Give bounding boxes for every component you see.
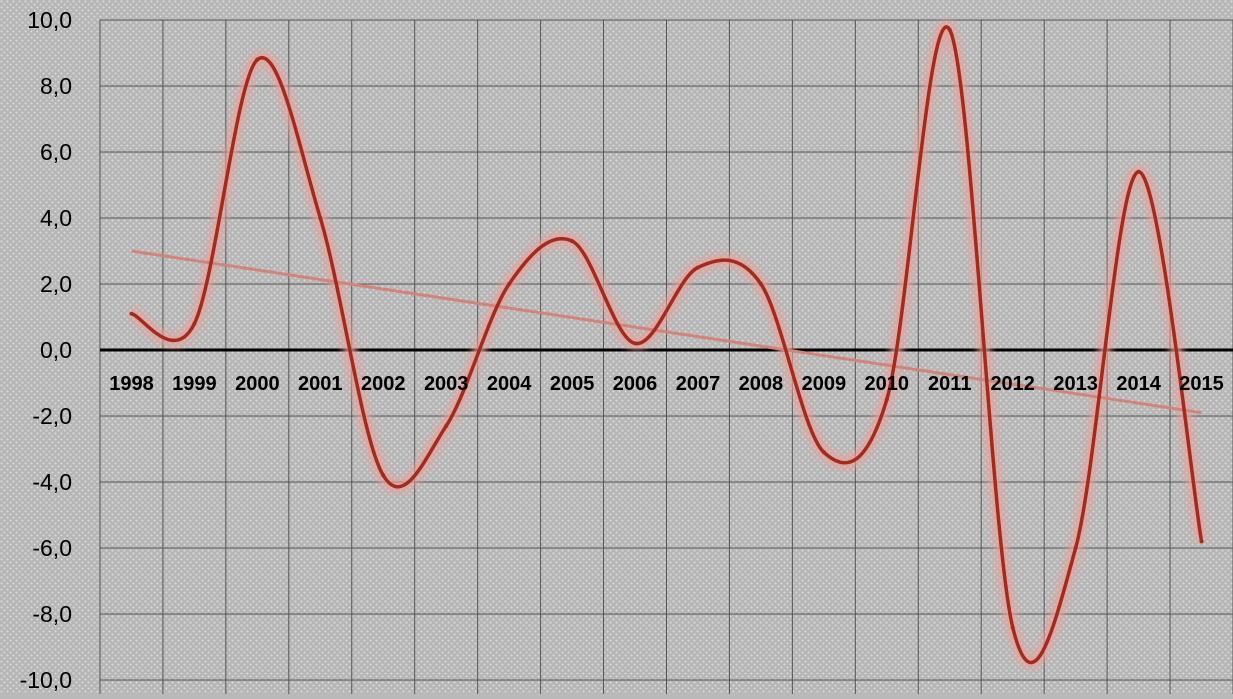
- data-point: [507, 282, 512, 286]
- data-point: [381, 473, 386, 478]
- x-tick-label: 2007: [676, 373, 721, 395]
- x-tick-label: 2011: [928, 373, 971, 395]
- x-tick-label: 2014: [1116, 373, 1161, 395]
- y-tick-label: -10,0: [20, 667, 72, 693]
- y-tick-label: 10,0: [27, 7, 72, 33]
- x-tick-label: 2003: [424, 373, 469, 395]
- data-points: [129, 27, 1204, 630]
- data-point: [821, 450, 826, 455]
- y-tick-label: 2,0: [40, 271, 72, 297]
- data-point: [192, 321, 197, 326]
- data-point: [633, 341, 638, 346]
- x-tick-label: 2010: [865, 373, 910, 395]
- data-point: [318, 216, 323, 220]
- x-axis-tick-labels: 1998 1999 2000 2001 2002 2003 2004 2005 2006 2007…: [109, 373, 1224, 395]
- data-point: [884, 397, 889, 402]
- x-tick-label: 2002: [361, 373, 406, 395]
- data-point: [695, 265, 700, 270]
- x-tick-label: 1999: [172, 373, 217, 395]
- x-tick-label: 2015: [1179, 373, 1224, 395]
- y-tick-label: 0,0: [40, 337, 72, 363]
- data-point: [129, 311, 134, 316]
- y-axis-tick-labels: 10,0 8,0 6,0 4,0 2,0 0,0 -2,0 -4,0 -6,0 -8,0 -10,0: [20, 7, 72, 693]
- x-tick-label: 2009: [802, 373, 847, 395]
- x-tick-label: 2013: [1053, 373, 1098, 395]
- data-point: [255, 57, 260, 62]
- x-tick-label: 2000: [235, 373, 280, 395]
- data-point: [947, 27, 952, 32]
- data-point: [1199, 539, 1204, 544]
- x-tick-label: 2004: [487, 373, 532, 395]
- x-tick-label: 2008: [739, 373, 784, 395]
- x-tick-label: 1998: [109, 373, 154, 395]
- trend-line: [131, 249, 1202, 415]
- y-tick-label: 4,0: [40, 205, 72, 231]
- x-tick-label: 2001: [298, 373, 343, 395]
- x-tick-label: 2006: [613, 373, 658, 395]
- data-point: [758, 282, 763, 286]
- data-point: [1136, 169, 1141, 174]
- data-point: [570, 239, 575, 244]
- data-point: [444, 423, 449, 428]
- data-point: [1010, 625, 1015, 630]
- y-tick-label: -2,0: [32, 403, 72, 429]
- x-tick-label: 2012: [990, 373, 1035, 395]
- x-tick-label: 2005: [550, 373, 595, 395]
- y-tick-label: 6,0: [40, 139, 72, 165]
- y-tick-label: -6,0: [32, 535, 72, 561]
- y-tick-label: -8,0: [32, 601, 72, 627]
- data-point: [1073, 546, 1078, 550]
- y-tick-label: 8,0: [40, 73, 72, 99]
- y-tick-label: -4,0: [32, 469, 72, 495]
